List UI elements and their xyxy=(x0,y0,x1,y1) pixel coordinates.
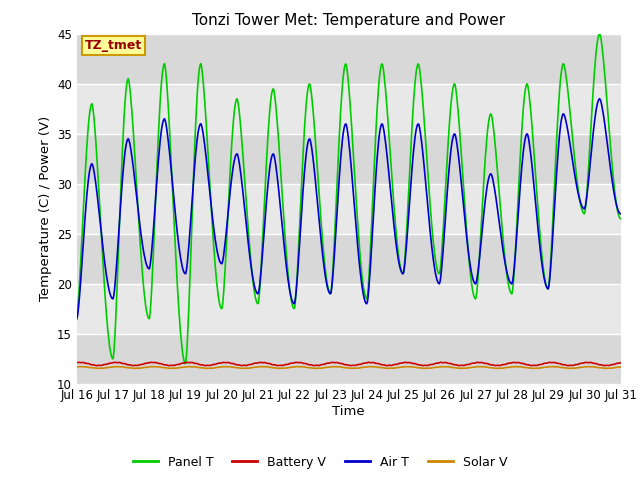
Legend: Panel T, Battery V, Air T, Solar V: Panel T, Battery V, Air T, Solar V xyxy=(128,451,512,474)
Bar xyxy=(77,34,621,84)
Y-axis label: Temperature (C) / Power (V): Temperature (C) / Power (V) xyxy=(38,116,51,301)
Bar xyxy=(77,184,621,234)
Bar xyxy=(77,84,621,134)
Bar xyxy=(77,284,621,334)
Bar xyxy=(77,234,621,284)
Bar xyxy=(77,334,621,384)
Text: TZ_tmet: TZ_tmet xyxy=(85,39,142,52)
Title: Tonzi Tower Met: Temperature and Power: Tonzi Tower Met: Temperature and Power xyxy=(192,13,506,28)
X-axis label: Time: Time xyxy=(333,405,365,418)
Bar xyxy=(77,134,621,184)
